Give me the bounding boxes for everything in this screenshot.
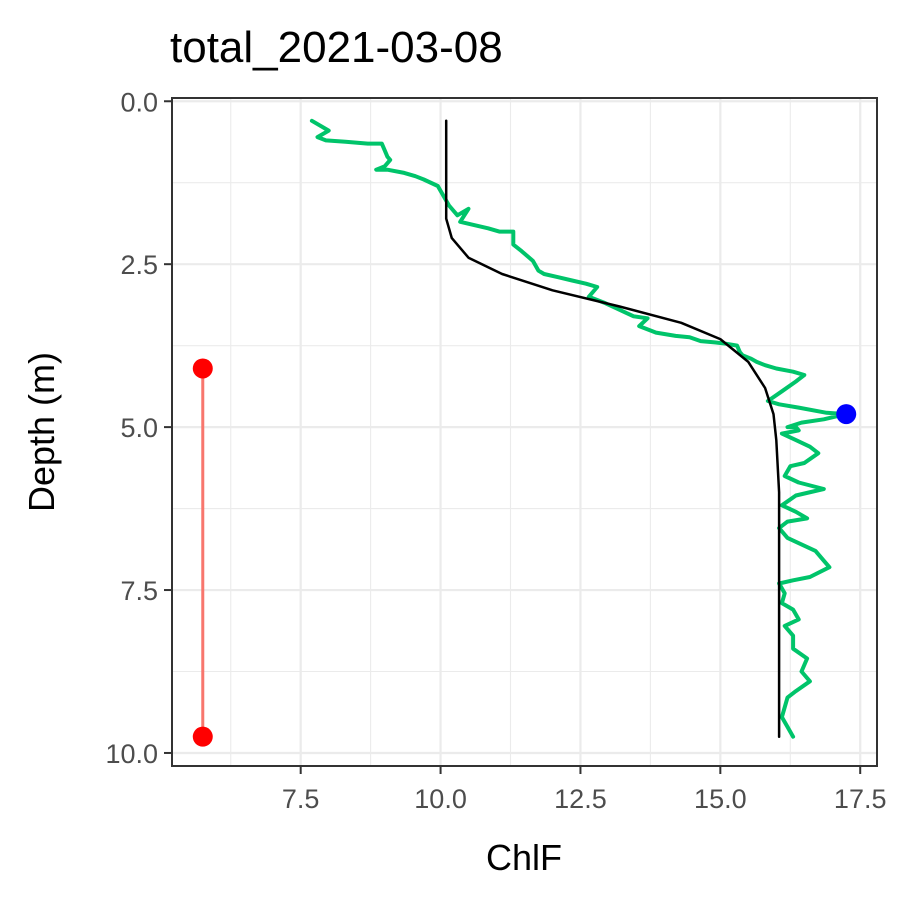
y-axis: 0.0 2.5 5.0 7.5 10.0 — [105, 87, 172, 769]
y-tick-label: 2.5 — [120, 250, 158, 280]
x-axis-title: ChlF — [486, 837, 562, 878]
y-tick-label: 5.0 — [120, 413, 158, 443]
series-line-fitted — [444, 119, 781, 738]
x-tick-label: 7.5 — [282, 784, 320, 814]
y-tick-label: 10.0 — [105, 739, 158, 769]
y-axis-title: Depth (m) — [21, 352, 62, 512]
range-bar-top-point — [192, 358, 213, 379]
series-line-observed — [309, 118, 849, 739]
x-tick-label: 15.0 — [694, 784, 747, 814]
panel-border — [171, 97, 878, 767]
marker-layer — [192, 358, 857, 747]
x-tick-label: 10.0 — [414, 784, 467, 814]
series-layer — [309, 118, 849, 739]
x-tick-label: 12.5 — [554, 784, 607, 814]
y-tick-label: 7.5 — [120, 576, 158, 606]
grid — [172, 98, 877, 766]
x-tick-label: 17.5 — [834, 784, 887, 814]
x-axis: 7.5 10.0 12.5 15.0 17.5 — [282, 766, 887, 814]
range-bar-bottom-point — [192, 726, 213, 747]
chart-title: total_2021-03-08 — [170, 23, 503, 72]
peak-point — [836, 404, 857, 425]
y-tick-label: 0.0 — [120, 87, 158, 117]
